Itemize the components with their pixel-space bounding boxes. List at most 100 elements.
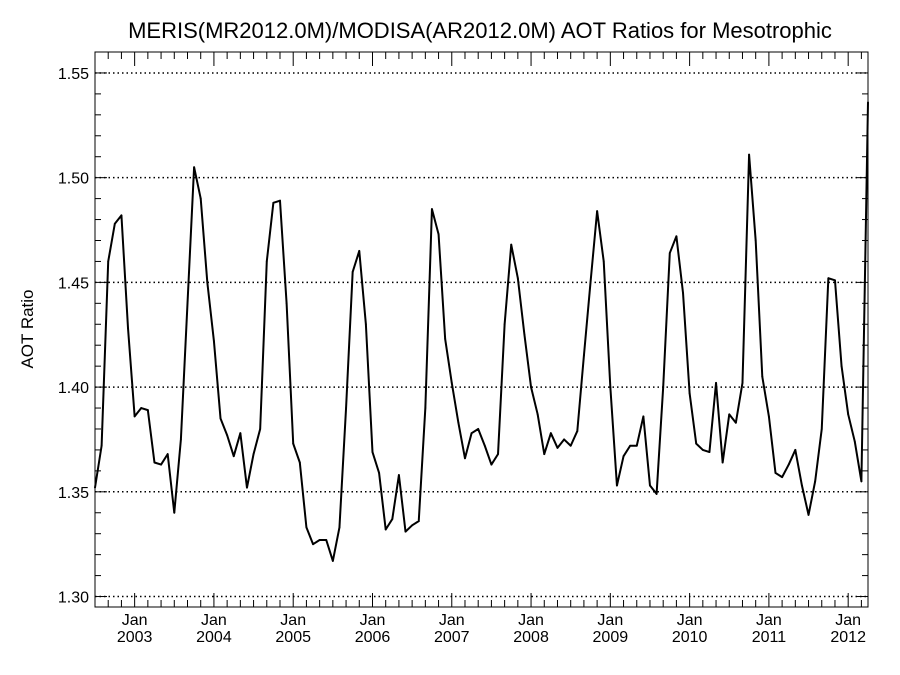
y-tick-label: 1.45 <box>58 275 89 292</box>
x-tick-label-year: 2011 <box>752 629 787 646</box>
data-point <box>688 392 691 395</box>
x-tick-label-month: Jan <box>835 612 861 629</box>
data-point <box>728 413 731 416</box>
data-point <box>298 461 301 464</box>
data-point <box>272 201 275 204</box>
data-point <box>635 444 638 447</box>
data-point <box>715 382 717 384</box>
plot-frame <box>94 51 869 608</box>
data-point <box>193 166 196 169</box>
data-point <box>437 233 440 236</box>
data-point <box>569 444 572 447</box>
data-point <box>285 302 288 305</box>
data-point <box>305 526 308 529</box>
data-point <box>767 415 770 418</box>
data-point <box>602 260 605 263</box>
data-point <box>616 484 618 487</box>
data-point <box>226 434 229 437</box>
y-tick-label: 1.50 <box>58 171 89 188</box>
x-tick-label-year: 2008 <box>513 629 549 646</box>
x-tick-label-month: Jan <box>122 612 148 629</box>
x-tick-label-year: 2009 <box>593 629 629 646</box>
data-point <box>629 444 632 447</box>
data-point <box>708 451 711 453</box>
data-point <box>173 511 176 514</box>
x-tick-label-year: 2007 <box>434 629 470 646</box>
data-point <box>338 526 341 529</box>
data-point <box>847 413 850 416</box>
data-point <box>259 428 262 430</box>
data-point <box>682 291 684 294</box>
data-point <box>642 415 645 418</box>
data-point <box>675 235 678 238</box>
aot-ratio-series-line <box>94 102 869 562</box>
data-point <box>252 453 255 456</box>
x-tick-label-year: 2003 <box>117 629 153 646</box>
data-point <box>384 528 387 531</box>
x-tick-label-month: Jan <box>597 612 623 629</box>
data-points <box>94 101 869 562</box>
data-point <box>490 463 493 466</box>
y-tick-label: 1.55 <box>58 66 89 83</box>
data-point <box>107 260 110 263</box>
data-point <box>609 386 612 388</box>
data-point <box>556 446 559 449</box>
data-point <box>622 455 625 458</box>
data-point <box>404 530 407 533</box>
data-point <box>113 222 116 225</box>
data-point <box>140 407 143 409</box>
data-point <box>510 243 513 246</box>
data-point <box>655 493 658 495</box>
data-point <box>516 277 519 280</box>
data-point <box>153 461 156 464</box>
data-point <box>477 428 480 430</box>
data-point <box>801 484 803 487</box>
data-point <box>371 451 374 453</box>
data-point <box>668 252 671 254</box>
x-tick-label-month: Jan <box>280 612 306 629</box>
data-point <box>470 432 473 435</box>
data-point <box>265 260 268 263</box>
data-point <box>754 239 757 242</box>
data-point <box>794 449 797 451</box>
x-tick-label-month: Jan <box>360 612 386 629</box>
x-tick-label-year: 2005 <box>275 629 311 646</box>
data-point <box>549 432 552 435</box>
data-point <box>417 520 420 523</box>
data-point <box>860 480 863 483</box>
data-point <box>523 333 526 336</box>
data-point <box>827 277 830 280</box>
data-point <box>483 444 486 447</box>
data-point <box>186 302 189 305</box>
x-tick-label-year: 2006 <box>355 629 391 646</box>
data-point <box>133 415 136 418</box>
data-point <box>444 338 447 340</box>
tick-labels: 1.301.351.401.451.501.55Jan2003Jan2004Ja… <box>58 66 866 646</box>
data-point <box>701 449 704 451</box>
data-point <box>464 457 466 460</box>
data-point <box>741 382 744 384</box>
data-point <box>100 444 103 447</box>
data-point <box>536 413 539 416</box>
data-point <box>450 382 453 384</box>
data-point <box>199 197 202 200</box>
data-point <box>820 428 823 430</box>
data-point <box>576 430 579 432</box>
data-point <box>120 214 123 217</box>
data-point <box>358 250 361 252</box>
data-point <box>662 386 665 388</box>
data-point <box>774 472 777 474</box>
data-point <box>649 484 651 487</box>
data-point <box>503 323 506 326</box>
data-point <box>166 453 169 456</box>
data-point <box>834 279 836 282</box>
data-point <box>589 281 592 284</box>
data-point <box>345 407 347 409</box>
data-point <box>179 438 182 441</box>
chart-title: MERIS(MR2012.0M)/MODISA(AR2012.0M) AOT R… <box>128 18 832 43</box>
data-point <box>219 417 222 420</box>
y-tick-label: 1.35 <box>58 485 89 502</box>
data-point <box>246 486 248 489</box>
x-tick-label-month: Jan <box>201 612 227 629</box>
data-point <box>391 518 394 520</box>
